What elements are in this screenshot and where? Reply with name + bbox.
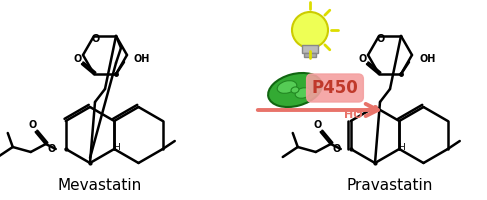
- Text: O: O: [74, 54, 82, 64]
- Text: O: O: [314, 120, 322, 130]
- Text: Pravastatin: Pravastatin: [347, 178, 433, 193]
- Circle shape: [292, 12, 328, 48]
- Text: H: H: [113, 142, 120, 152]
- Text: HO: HO: [344, 110, 362, 120]
- Text: OH: OH: [419, 54, 435, 64]
- Text: OH: OH: [134, 54, 150, 64]
- Ellipse shape: [295, 88, 311, 98]
- Ellipse shape: [268, 73, 322, 107]
- Ellipse shape: [277, 81, 297, 93]
- Text: O: O: [359, 54, 367, 64]
- Text: O: O: [92, 34, 100, 44]
- Text: O: O: [377, 34, 385, 44]
- Text: H: H: [398, 142, 405, 152]
- Text: O: O: [29, 120, 37, 130]
- Text: Mevastatin: Mevastatin: [58, 178, 142, 193]
- Bar: [304, 53, 316, 57]
- Bar: [302, 45, 318, 53]
- Text: P450: P450: [312, 79, 358, 97]
- Text: O: O: [48, 144, 56, 154]
- Ellipse shape: [291, 87, 299, 93]
- Text: O: O: [333, 144, 341, 154]
